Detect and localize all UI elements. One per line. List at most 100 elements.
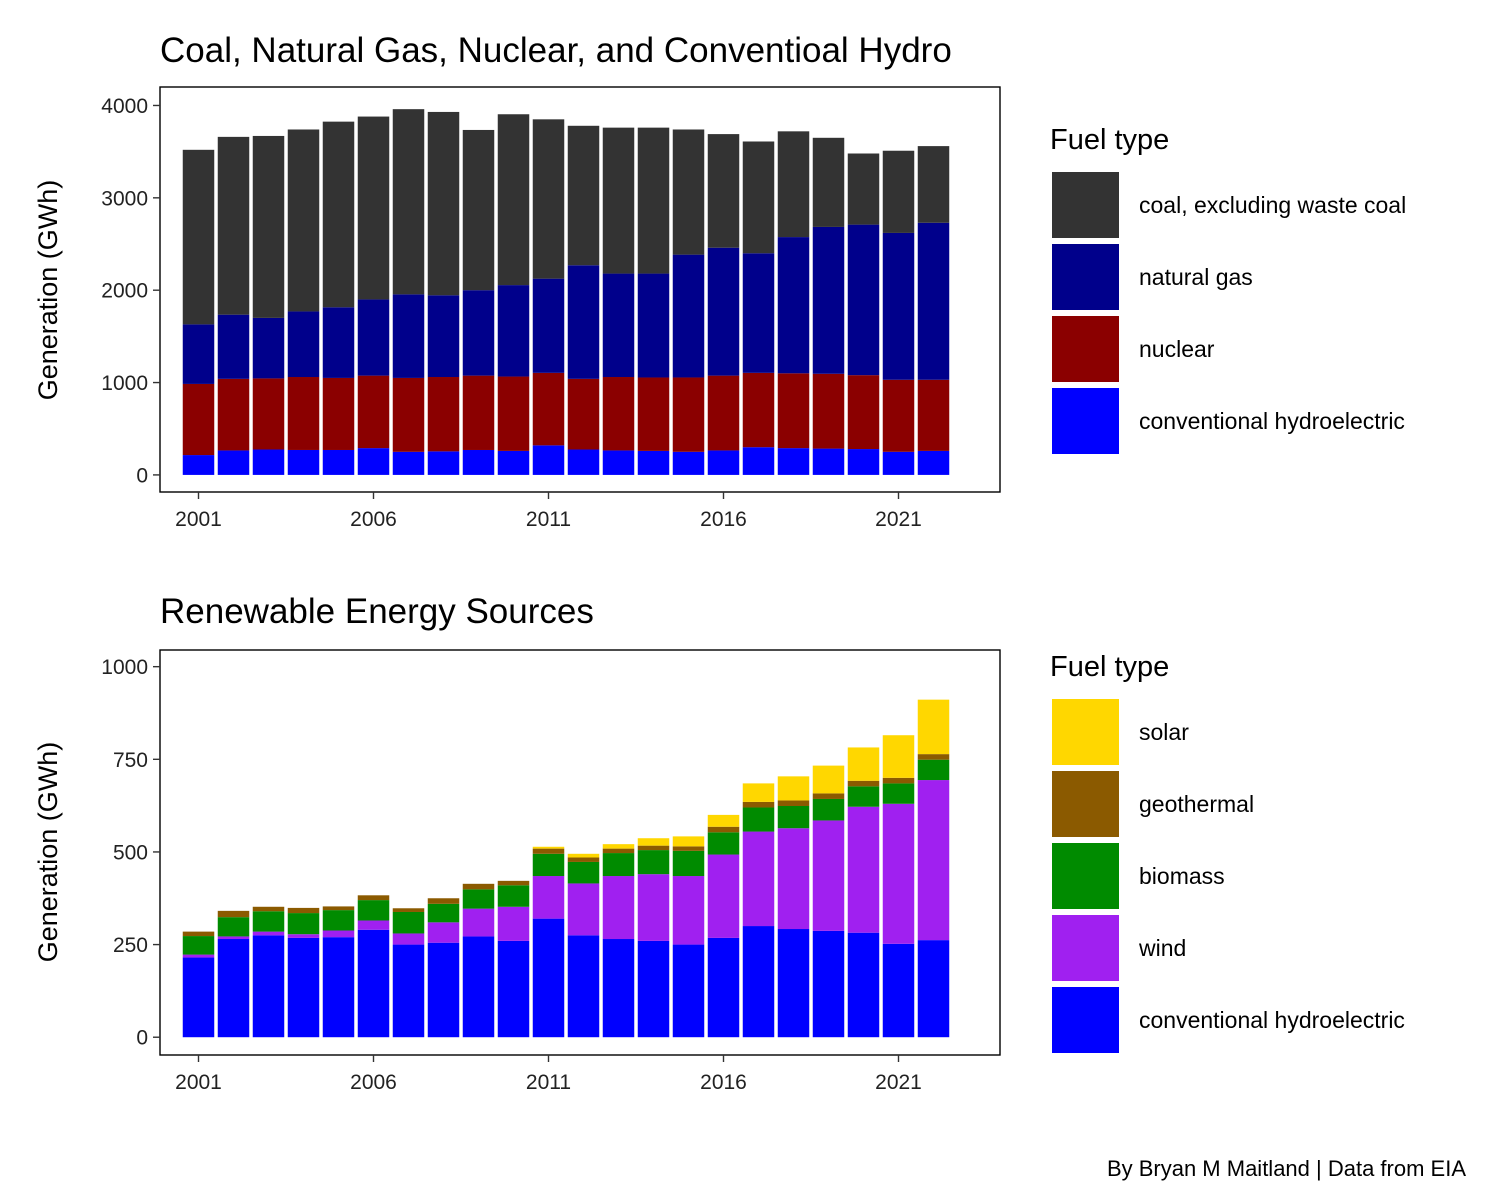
- bar-top-2012-s1: [567, 378, 600, 450]
- bar-bottom-2009-s1: [462, 908, 495, 937]
- legend-title-bottom: Fuel type: [1050, 651, 1169, 683]
- bar-top-2021-s0: [882, 451, 915, 475]
- bar-bottom-2020-s4: [847, 747, 880, 781]
- legend-label-top-1: natural gas: [1139, 264, 1253, 290]
- y-axis-label-top: Generation (GWh): [33, 180, 63, 401]
- panel-top: Coal, Natural Gas, Nuclear, and Conventi…: [33, 31, 1406, 531]
- bar-bottom-2003-s0: [252, 935, 285, 1038]
- legend-key-bottom-2: [1052, 843, 1119, 909]
- bar-bottom-2012-s4: [567, 853, 600, 858]
- bar-top-2005-s3: [322, 121, 355, 308]
- bar-top-2019-s3: [812, 137, 845, 227]
- bar-bottom-2018-s0: [777, 929, 810, 1038]
- x-tick-label-bottom-2011: 2011: [526, 1071, 571, 1094]
- bar-bottom-2015-s0: [672, 944, 705, 1038]
- bar-bottom-2012-s0: [567, 935, 600, 1038]
- bar-top-2001-s1: [182, 383, 215, 456]
- bar-bottom-2015-s2: [672, 850, 705, 877]
- y-tick-label-bottom-500: 500: [113, 841, 148, 864]
- bar-top-2020-s0: [847, 449, 880, 475]
- bar-bottom-2009-s3: [462, 883, 495, 890]
- bar-bottom-2006-s0: [357, 929, 390, 1038]
- bar-top-2006-s1: [357, 375, 390, 449]
- bar-top-2002-s1: [217, 378, 250, 451]
- chart-title-top: Coal, Natural Gas, Nuclear, and Conventi…: [160, 31, 952, 70]
- bar-bottom-2003-s1: [252, 931, 285, 936]
- bar-top-2009-s3: [462, 129, 495, 291]
- bar-bottom-2019-s3: [812, 793, 845, 799]
- bar-top-2004-s1: [287, 377, 320, 450]
- bar-bottom-2014-s0: [637, 940, 670, 1038]
- bar-top-2017-s2: [742, 253, 775, 373]
- bar-bottom-2010-s2: [497, 885, 530, 907]
- bar-bottom-2021-s3: [882, 777, 915, 784]
- y-tick-label-bottom-0: 0: [136, 1027, 148, 1050]
- bars-top: [182, 109, 950, 475]
- bar-bottom-2022-s0: [917, 940, 950, 1038]
- bar-bottom-2005-s2: [322, 910, 355, 931]
- bar-bottom-2012-s2: [567, 861, 600, 884]
- legend-bottom: Fuel type solar geothermal biomass wind conv…: [1050, 651, 1405, 1053]
- bar-bottom-2021-s1: [882, 803, 915, 944]
- bar-bottom-2007-s2: [392, 911, 425, 934]
- bar-top-2003-s0: [252, 449, 285, 475]
- bar-top-2011-s0: [532, 445, 565, 475]
- legend-label-bottom-4: conventional hydroelectric: [1139, 1007, 1405, 1033]
- bar-bottom-2004-s1: [287, 934, 320, 938]
- legend-label-bottom-0: solar: [1139, 719, 1189, 745]
- bar-bottom-2011-s1: [532, 876, 565, 919]
- legend-key-bottom-4: [1052, 987, 1119, 1053]
- bar-bottom-2015-s3: [672, 846, 705, 851]
- bar-top-2010-s0: [497, 450, 530, 475]
- bar-bottom-2004-s0: [287, 937, 320, 1038]
- bar-top-2017-s1: [742, 372, 775, 448]
- y-tick-label-top-4000: 4000: [101, 95, 148, 118]
- bar-top-2005-s1: [322, 377, 355, 450]
- x-tick-label-top-2011: 2011: [526, 508, 571, 531]
- bar-bottom-2010-s1: [497, 906, 530, 941]
- bar-top-2016-s2: [707, 247, 740, 376]
- bar-bottom-2018-s1: [777, 828, 810, 930]
- y-axis-label-bottom: Generation (GWh): [33, 742, 63, 963]
- bar-bottom-2003-s3: [252, 906, 285, 912]
- bar-bottom-2013-s4: [602, 844, 635, 849]
- bar-top-2014-s1: [637, 377, 670, 451]
- bar-top-2015-s0: [672, 451, 705, 475]
- bar-bottom-2017-s0: [742, 926, 775, 1038]
- bar-bottom-2020-s2: [847, 786, 880, 807]
- legend-label-bottom-3: wind: [1138, 935, 1186, 961]
- x-tick-label-top-2016: 2016: [700, 508, 747, 531]
- bar-bottom-2018-s3: [777, 800, 810, 806]
- bar-top-2016-s3: [707, 134, 740, 248]
- legend-key-top-1: [1052, 244, 1119, 310]
- bar-bottom-2015-s4: [672, 836, 705, 847]
- bar-bottom-2010-s0: [497, 940, 530, 1038]
- bar-top-2003-s1: [252, 378, 285, 450]
- bar-bottom-2002-s2: [217, 917, 250, 937]
- bar-bottom-2001-s1: [182, 954, 215, 958]
- bar-bottom-2008-s0: [427, 942, 460, 1038]
- bar-bottom-2022-s4: [917, 699, 950, 755]
- bar-bottom-2005-s1: [322, 930, 355, 938]
- bar-bottom-2016-s3: [707, 826, 740, 833]
- bar-bottom-2014-s2: [637, 850, 670, 875]
- bar-bottom-2022-s1: [917, 780, 950, 941]
- legend-top: Fuel type coal, excluding waste coal natu…: [1050, 124, 1406, 454]
- bar-top-2004-s0: [287, 449, 320, 475]
- legend-key-top-0: [1052, 172, 1119, 238]
- bar-bottom-2016-s4: [707, 814, 740, 827]
- bar-top-2009-s2: [462, 290, 495, 376]
- bar-top-2005-s2: [322, 307, 355, 378]
- bar-top-2022-s1: [917, 379, 950, 451]
- bar-top-2005-s0: [322, 449, 355, 475]
- bar-top-2018-s2: [777, 237, 810, 374]
- legend-items-bottom: solar geothermal biomass wind conventional h…: [1052, 699, 1405, 1053]
- legend-key-top-3: [1052, 388, 1119, 454]
- bar-top-2014-s0: [637, 450, 670, 475]
- bar-bottom-2009-s2: [462, 889, 495, 909]
- legend-title-top: Fuel type: [1050, 124, 1169, 156]
- bar-top-2004-s3: [287, 129, 320, 312]
- bar-top-2001-s0: [182, 455, 215, 475]
- bar-bottom-2012-s1: [567, 883, 600, 936]
